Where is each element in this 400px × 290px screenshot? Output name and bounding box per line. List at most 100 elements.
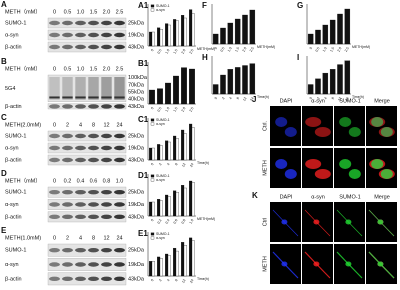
column-label: Merge	[374, 98, 390, 104]
band	[75, 214, 86, 220]
band	[49, 262, 60, 267]
band	[88, 276, 99, 282]
band	[88, 133, 99, 139]
blot-condition: METH(2.0mM)	[5, 122, 41, 128]
cell	[275, 159, 288, 169]
bar	[173, 19, 177, 47]
band	[62, 157, 73, 163]
bar	[189, 68, 195, 105]
bar	[212, 33, 219, 45]
blot-condition: METH（mM）	[5, 65, 41, 72]
bar	[227, 22, 234, 45]
bar	[220, 27, 226, 45]
blot-strip	[47, 29, 127, 41]
panel-letter: A1	[138, 1, 149, 10]
band	[49, 247, 60, 253]
lane-label: 1.0	[77, 66, 85, 72]
band	[88, 157, 99, 163]
bar	[159, 145, 163, 161]
x-tick-label: 1.5	[329, 46, 335, 52]
band	[101, 133, 112, 139]
band	[62, 262, 73, 267]
cell	[380, 127, 393, 137]
cell	[371, 117, 384, 127]
protein-label: β-actin	[5, 104, 22, 110]
band	[88, 145, 99, 151]
band	[62, 20, 73, 26]
band	[49, 202, 60, 207]
band	[62, 104, 73, 109]
cell	[305, 159, 322, 169]
bar	[344, 60, 351, 95]
bar	[183, 17, 187, 47]
bar	[242, 65, 248, 95]
protein-label: α-syn	[5, 145, 19, 151]
x-tick-label: 4	[228, 96, 232, 100]
x-tick-label: 2	[158, 162, 162, 166]
band	[101, 157, 112, 163]
x-tick-label: 2.0	[181, 106, 187, 112]
x-tick-label: 0	[150, 218, 154, 222]
kda-label: 43kDa	[128, 157, 145, 163]
x-tick-label: 8	[331, 96, 335, 100]
bar	[189, 9, 193, 47]
kda-label: 19kDa	[128, 32, 145, 38]
legend-label: α-syn	[156, 122, 165, 126]
x-tick-label: 4	[166, 162, 170, 166]
bar	[175, 138, 179, 161]
lane-label: 2.5	[116, 66, 124, 72]
row-label: Ctrl.	[262, 120, 268, 131]
protein-label: β-actin	[5, 276, 22, 282]
blot-strip	[47, 142, 127, 154]
bar	[191, 240, 195, 277]
legend-swatch	[150, 4, 155, 8]
bar	[191, 182, 195, 217]
x-tick-label: 0.5	[157, 106, 163, 112]
x-tick-label: 12	[181, 278, 186, 283]
panel-letter: E	[1, 226, 7, 235]
bar	[157, 256, 161, 277]
panel-letter: C1	[138, 115, 149, 124]
x-tick-label: 4	[166, 278, 170, 282]
lane-label: 0	[53, 235, 56, 241]
band	[114, 96, 125, 99]
band	[114, 20, 125, 26]
x-tick-label: 2.0	[181, 48, 187, 54]
bar	[191, 127, 195, 161]
blot-strip	[47, 186, 127, 198]
blot-strip	[47, 199, 127, 210]
neurite	[272, 209, 299, 237]
band	[101, 32, 112, 38]
bar	[181, 129, 185, 161]
x-axis-label: METH(mM)	[197, 217, 215, 221]
band	[62, 247, 73, 253]
x-tick-label: 8	[236, 96, 240, 100]
band	[75, 145, 86, 151]
bar	[175, 20, 179, 47]
band	[88, 214, 99, 220]
micrograph	[270, 148, 301, 188]
cell	[275, 117, 288, 127]
lane-label: 1.0	[116, 178, 124, 184]
x-axis-label: METH(mM)	[257, 45, 275, 49]
band	[101, 202, 112, 207]
column-label: DAPI	[280, 194, 293, 200]
neurite	[368, 209, 395, 237]
kda-label: 25kDa	[128, 248, 145, 254]
bar	[227, 69, 234, 95]
x-axis-label: Time(h)	[197, 277, 209, 281]
x-tick-label: 1.0	[165, 106, 171, 112]
band	[88, 202, 99, 207]
bar	[167, 255, 171, 277]
bar	[173, 75, 179, 105]
micrograph	[334, 106, 365, 146]
panel-letter: C	[1, 113, 7, 122]
neurite	[336, 251, 363, 279]
x-tick-label: 1.0	[165, 48, 171, 54]
bar	[181, 67, 187, 105]
band	[88, 189, 99, 195]
band	[49, 214, 60, 220]
legend-label: α-syn	[156, 8, 165, 12]
x-tick-label: 0.2	[157, 218, 163, 224]
bar	[167, 141, 171, 161]
